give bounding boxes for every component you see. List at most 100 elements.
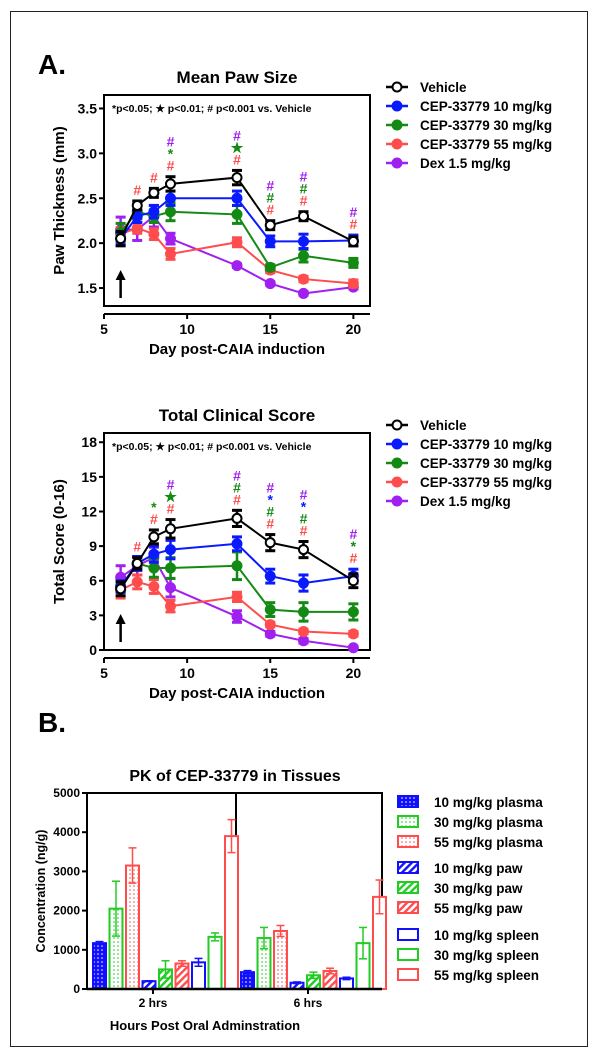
data-point xyxy=(298,287,309,299)
legend-marker xyxy=(391,119,403,131)
data-point xyxy=(165,248,176,260)
significance-mark: # xyxy=(233,151,241,167)
legend-marker xyxy=(391,157,403,169)
data-point xyxy=(231,208,243,220)
legend-swatch xyxy=(397,901,419,914)
data-point xyxy=(231,172,243,184)
data-point xyxy=(347,575,359,587)
significance-mark: # xyxy=(167,158,175,174)
x-tick-label: 5 xyxy=(100,321,108,337)
legend-item: CEP-33779 55 mg/kg xyxy=(386,137,552,152)
legend-item: CEP-33779 30 mg/kg xyxy=(386,118,552,133)
error-bar xyxy=(145,980,153,983)
significance-mark: # xyxy=(233,127,241,143)
y-tick-label: 12 xyxy=(81,503,97,519)
error-bar xyxy=(375,879,384,915)
significance-mark: * xyxy=(268,492,274,508)
legend-item: Dex 1.5 mg/kg xyxy=(386,494,511,509)
legend-label: 30 mg/kg paw xyxy=(434,881,523,896)
significance-mark: # xyxy=(233,479,241,495)
legend-label: 30 mg/kg spleen xyxy=(434,948,539,963)
data-point xyxy=(148,548,160,560)
data-point xyxy=(231,611,243,623)
data-point xyxy=(347,257,359,269)
significance-mark: # xyxy=(167,477,175,493)
x-tick-label: 20 xyxy=(346,321,362,337)
significance-mark: ★ xyxy=(231,139,244,155)
data-point xyxy=(298,626,309,638)
data-point xyxy=(264,570,276,582)
bar xyxy=(125,864,140,991)
legend-item: 10 mg/kg paw xyxy=(397,861,523,876)
error-bar xyxy=(276,924,285,938)
legend-item: 30 mg/kg spleen xyxy=(397,948,539,963)
legend-swatch xyxy=(397,948,419,961)
legend-label: CEP-33779 55 mg/kg xyxy=(420,475,552,490)
panel-b-label: B. xyxy=(38,707,66,738)
legend-label: 55 mg/kg paw xyxy=(434,901,523,916)
legend-label: Vehicle xyxy=(420,418,467,433)
chart-title: Mean Paw Size xyxy=(177,68,298,87)
data-point xyxy=(264,261,276,273)
legend-item: 30 mg/kg plasma xyxy=(397,815,543,830)
data-point xyxy=(347,606,359,618)
y-tick-label: 5000 xyxy=(53,786,80,800)
y-tick-label: 6 xyxy=(89,573,97,589)
x-tick-label: 15 xyxy=(262,665,278,681)
x-tick-label: 10 xyxy=(179,665,195,681)
significance-mark: * xyxy=(168,146,174,162)
legend-swatch xyxy=(397,928,419,941)
data-point xyxy=(231,192,243,204)
significance-mark: # xyxy=(266,202,274,218)
y-tick-label: 18 xyxy=(81,434,97,450)
significance-mark: # xyxy=(266,178,274,194)
error-bar xyxy=(342,976,351,981)
legend-marker xyxy=(391,81,403,93)
significance-mark: # xyxy=(233,491,241,507)
bar xyxy=(224,835,239,990)
legend-swatch xyxy=(397,968,419,981)
significance-mark: # xyxy=(300,181,308,197)
legend-label: Dex 1.5 mg/kg xyxy=(420,156,511,171)
data-point xyxy=(148,228,160,240)
error-bar xyxy=(95,940,104,946)
legend-label: Vehicle xyxy=(420,80,467,95)
legend-label: CEP-33779 10 mg/kg xyxy=(420,99,552,114)
y-tick-label: 0 xyxy=(89,642,97,658)
significance-mark: # xyxy=(233,467,241,483)
significance-mark: # xyxy=(266,516,274,532)
legend-label: 10 mg/kg spleen xyxy=(434,928,539,943)
legend-label: CEP-33779 10 mg/kg xyxy=(420,437,552,452)
error-bar xyxy=(359,926,367,960)
figure-frame xyxy=(10,11,588,1047)
y-tick-label: 3.5 xyxy=(78,100,98,116)
y-axis-label: Concentration (ng/g) xyxy=(34,830,48,953)
error-bar xyxy=(161,960,170,979)
data-point xyxy=(231,538,243,550)
legend-marker xyxy=(391,419,403,431)
significance-mark: * xyxy=(151,499,157,515)
data-point xyxy=(165,600,176,612)
panel-a-label: A. xyxy=(38,49,66,80)
significance-mark: # xyxy=(300,523,308,539)
data-point xyxy=(264,219,276,231)
legend-item: Dex 1.5 mg/kg xyxy=(386,156,511,171)
data-point xyxy=(298,235,309,247)
series-cep55 xyxy=(115,573,359,640)
dosing-arrow-icon xyxy=(115,614,126,624)
error-bar xyxy=(243,969,252,975)
data-point xyxy=(298,273,309,285)
legend-marker xyxy=(391,495,403,507)
significance-mark: # xyxy=(349,204,357,220)
series-cep55 xyxy=(115,220,359,290)
error-bar xyxy=(194,957,203,968)
legend-item: 10 mg/kg spleen xyxy=(397,928,539,943)
y-tick-label: 3 xyxy=(89,607,97,623)
data-point xyxy=(231,236,243,248)
bar xyxy=(207,935,223,991)
significance-mark: # xyxy=(300,511,308,527)
data-point xyxy=(148,187,160,199)
legend-swatch xyxy=(397,815,419,828)
data-point xyxy=(264,278,276,290)
data-point xyxy=(231,512,243,524)
